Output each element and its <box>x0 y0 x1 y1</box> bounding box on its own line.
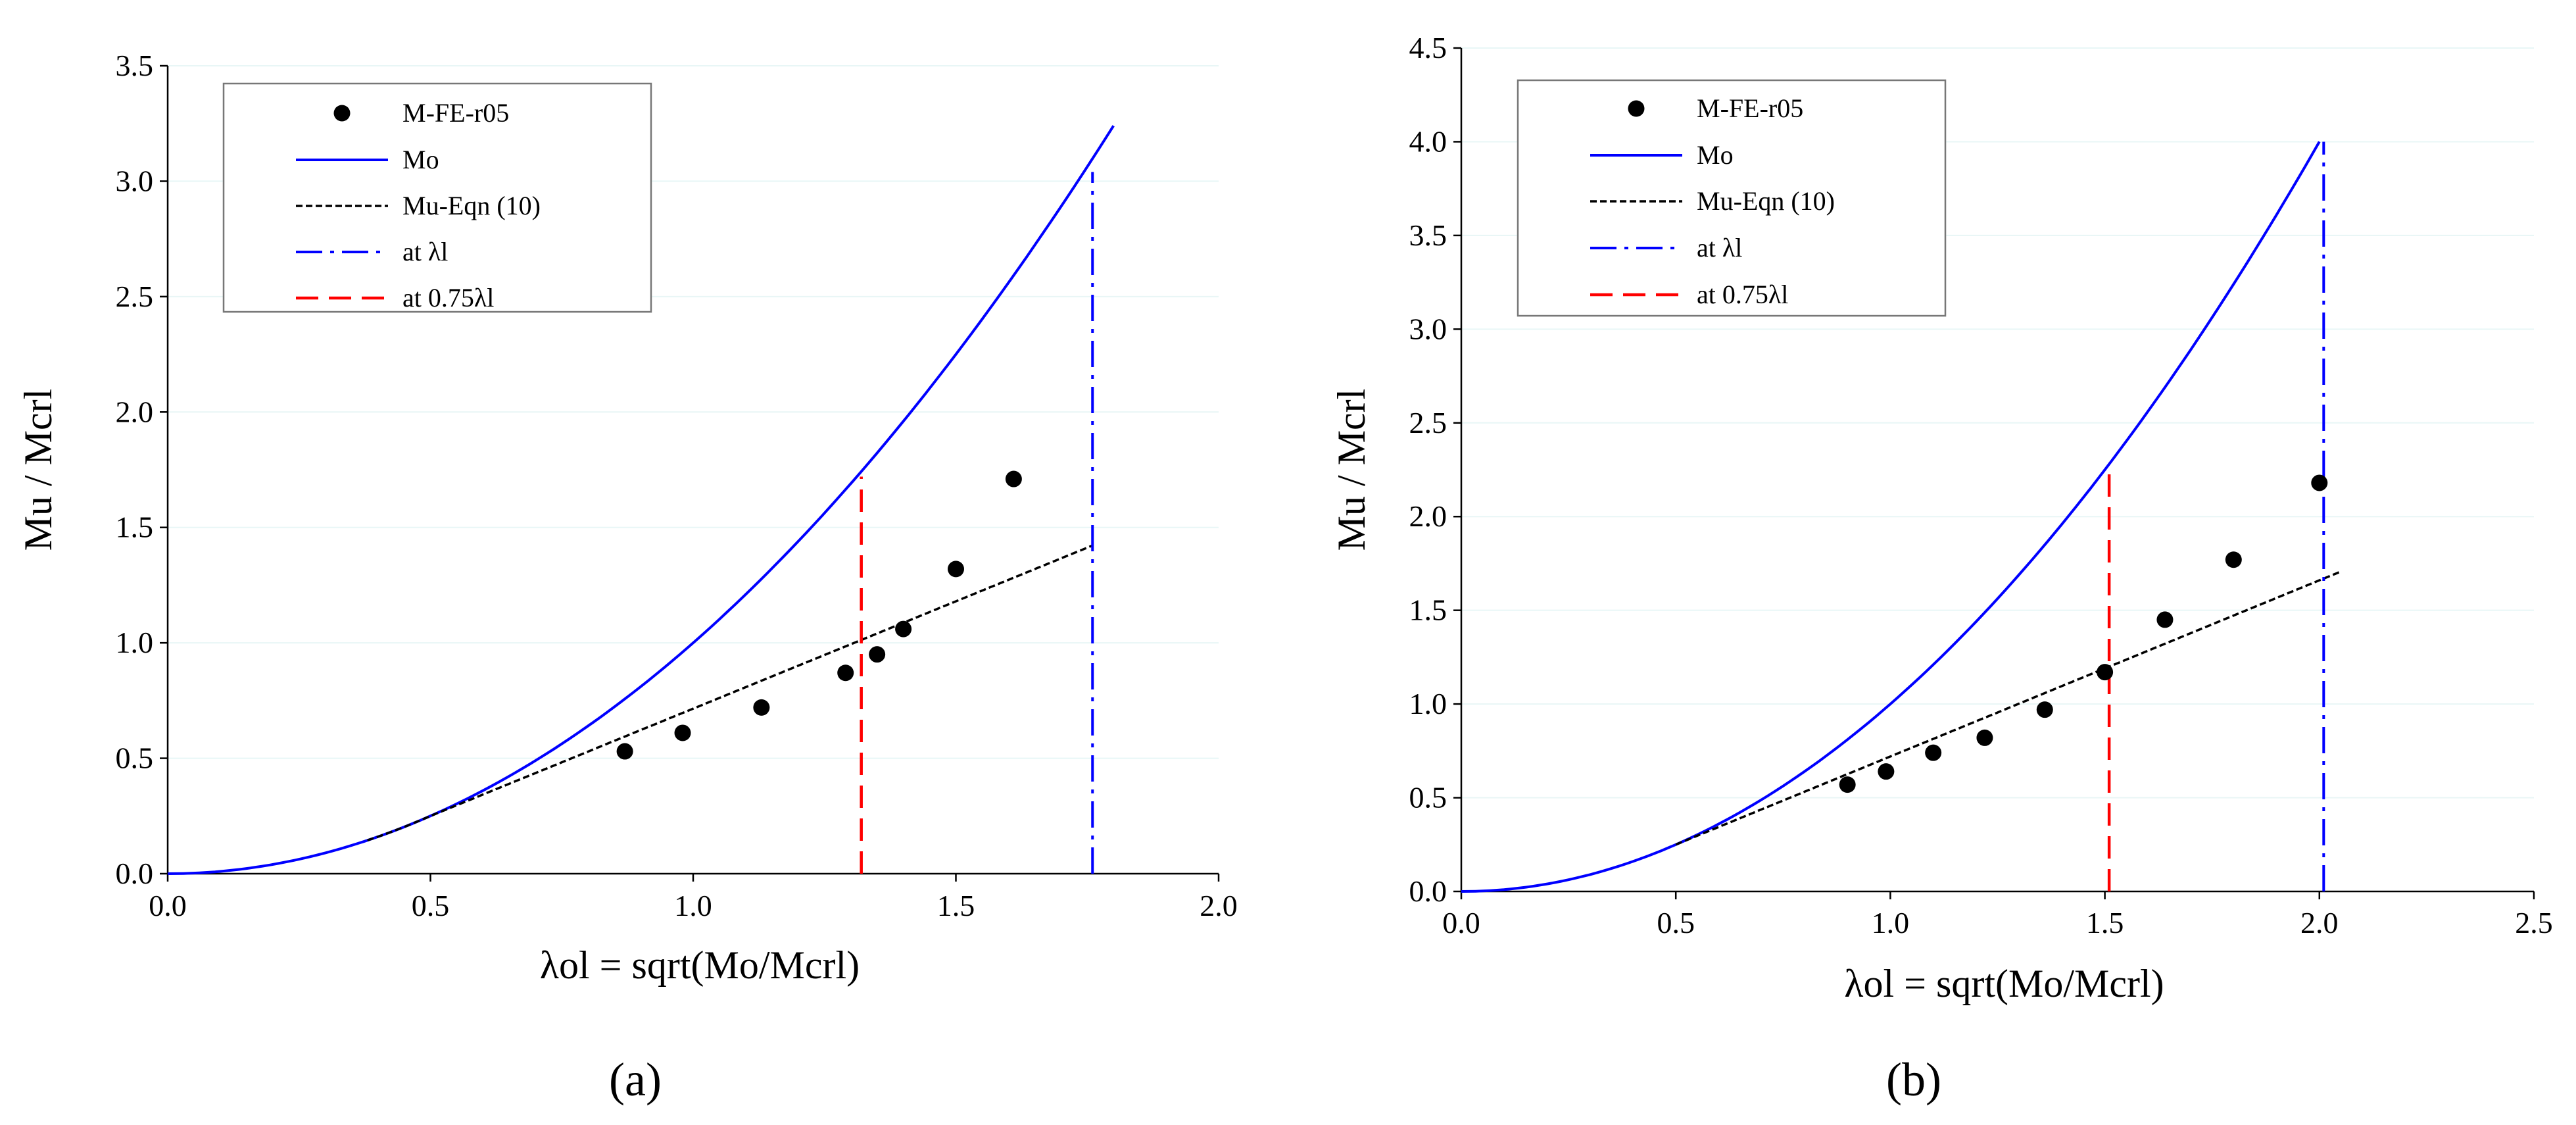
panel-a-x-tick-label: 0.0 <box>149 889 187 922</box>
chart-panel-a: 0.0 0.5 1.0 1.5 2.0 2.5 3.0 3.5 0.0 0.5 1.0 1.5 2.0 λ… <box>16 49 1238 987</box>
panel-a-data-point <box>869 646 886 663</box>
panel-a-legend-label: Mo <box>402 145 439 174</box>
panel-a-mu-eqn10-line <box>367 544 1093 841</box>
panel-a-y-tick-label: 3.0 <box>116 164 154 197</box>
panel-a-legend-marker <box>333 105 351 122</box>
panel-b-x-tick-label: 2.0 <box>2300 906 2339 939</box>
panel-b-legend-label: M-FE-r05 <box>1697 93 1803 123</box>
panel-b-y-axis-label: Mu / Mcrl <box>1330 389 1373 551</box>
panel-b-y-tick-label: 4.5 <box>1409 31 1447 64</box>
panel-b-data-point <box>2225 551 2242 568</box>
panel-a-y-tick-label: 0.5 <box>116 741 154 775</box>
panel-a-x-axis-label: λol = sqrt(Mo/Mcrl) <box>540 943 860 987</box>
panel-a-y-tick-label: 2.5 <box>116 280 154 313</box>
panel-b-y-tick-label: 1.5 <box>1409 593 1447 627</box>
panel-a-y-axis-label: Mu / Mcrl <box>16 389 60 551</box>
panel-a-x-tick-label: 1.5 <box>937 889 975 922</box>
panel-b-x-axis-label: λol = sqrt(Mo/Mcrl) <box>1844 962 2164 1005</box>
panel-a-y-tick-label: 0.0 <box>116 857 154 890</box>
panel-b-data-point <box>1839 776 1856 793</box>
panel-b-data-point <box>1976 729 1993 746</box>
panel-b-legend-box <box>1517 79 1947 317</box>
panel-b-data-point <box>1878 763 1895 780</box>
chart-panel-b: 0.0 0.5 1.0 1.5 2.0 2.5 3.0 3.5 4.0 4.5 0.0 0.5 1.0 1… <box>1330 31 2553 1005</box>
panel-b-data-point <box>2156 611 2174 628</box>
panel-b-legend-label: at 0.75λl <box>1697 280 1788 309</box>
panel-b-legend-label: Mo <box>1697 140 1734 170</box>
panel-a-y-tick-label: 1.0 <box>116 626 154 659</box>
panel-a-x-tick-label: 2.0 <box>1200 889 1238 922</box>
panel-a-x-tick-label: 0.5 <box>412 889 450 922</box>
panel-b-x-tick-label: 2.5 <box>2515 906 2553 939</box>
panel-a-legend-box <box>222 82 652 313</box>
panel-b-y-tick-label: 0.5 <box>1409 781 1447 814</box>
panel-b-data-point <box>2097 664 2114 681</box>
panel-a-data-point <box>895 620 912 638</box>
caption-b: (b) <box>1886 1053 1941 1106</box>
panel-b-x-tick-label: 0.0 <box>1442 906 1480 939</box>
panel-b-y-tick-label: 1.0 <box>1409 687 1447 720</box>
panel-a-y-tick-label: 3.5 <box>116 49 154 82</box>
panel-b-x-tick-label: 1.0 <box>1872 906 1910 939</box>
panel-a-mo-curve <box>167 125 1115 875</box>
panel-a-y-tick-label: 1.5 <box>116 511 154 544</box>
panel-b-y-tick-label: 3.5 <box>1409 218 1447 252</box>
panel-b-y-tick-label: 3.0 <box>1409 312 1447 345</box>
panel-b-y-tick-label: 2.5 <box>1409 406 1447 439</box>
panel-a-data-point <box>1005 470 1022 488</box>
panel-a-data-point <box>948 561 964 578</box>
panel-b-y-tick-label: 4.0 <box>1409 124 1447 158</box>
panel-b-mo-curve <box>1461 141 2321 893</box>
panel-a-data-point <box>837 664 854 682</box>
panel-a-legend-label: Mu-Eqn (10) <box>402 191 541 220</box>
panel-b-x-tick-label: 1.5 <box>2086 906 2124 939</box>
panel-a-x-tick-label: 1.0 <box>674 889 712 922</box>
panel-b-legend-label: Mu-Eqn (10) <box>1697 186 1835 216</box>
panel-a-data-point <box>616 743 633 760</box>
panel-b-data-point <box>2311 474 2328 491</box>
caption-a: (a) <box>609 1053 662 1106</box>
panel-b-y-tick-label: 0.0 <box>1409 874 1447 908</box>
panel-a-data-point <box>674 724 691 741</box>
panel-b-legend-label: at λl <box>1697 233 1742 262</box>
panel-a-y-tick-label: 2.0 <box>116 395 154 428</box>
panel-a-data-point <box>753 699 770 716</box>
panel-b-y-tick-label: 2.0 <box>1409 499 1447 533</box>
panel-b-x-tick-label: 0.5 <box>1657 906 1695 939</box>
panel-a-legend-label: at 0.75λl <box>402 283 494 312</box>
panel-b-data-point <box>1925 744 1942 761</box>
panel-b-data-point <box>2036 701 2053 718</box>
panel-a-legend-label: at λl <box>402 237 448 266</box>
panel-b-legend-marker <box>1628 100 1645 117</box>
panel-a-legend-label: M-FE-r05 <box>402 98 509 128</box>
panel-b-mu-eqn10-line <box>1675 570 2342 846</box>
